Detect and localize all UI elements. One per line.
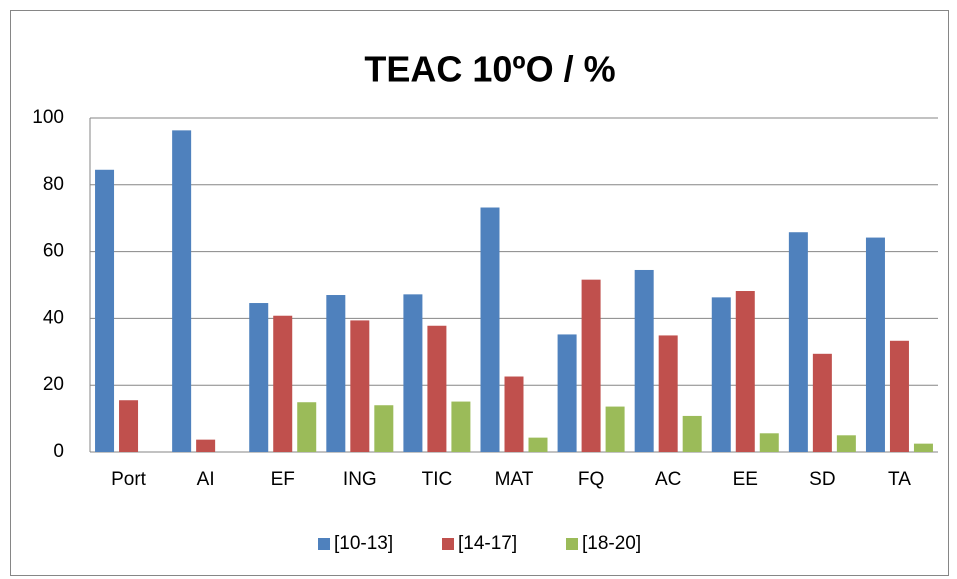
bar [297,402,317,452]
x-tick-label: EF [271,469,295,490]
bar [581,279,601,452]
y-tick-label: 60 [43,241,64,262]
x-tick-label: AI [197,469,215,490]
bar [119,400,139,452]
y-tick-label: 40 [43,307,64,328]
bar [788,232,808,452]
y-tick-label: 80 [43,174,64,195]
chart-title: TEAC 10ºO / % [364,49,615,90]
bar [812,353,832,452]
bar [172,130,192,452]
x-tick-label: MAT [495,469,534,490]
bar [528,437,548,452]
bar [682,415,702,452]
bar [658,335,678,452]
bar [634,269,654,452]
x-tick-label: FQ [578,469,604,490]
legend-swatch [318,538,330,550]
bar [865,237,885,452]
legend-swatch [442,538,454,550]
x-tick-label: TA [888,469,911,490]
x-tick-label: Port [111,469,147,490]
bar [605,406,625,452]
bar [759,433,779,452]
bar [735,291,755,452]
bar [249,303,269,452]
bar [95,169,115,452]
bar [374,405,394,452]
legend-label: [18-20] [582,533,641,554]
bar [273,315,293,452]
x-tick-label: EE [733,469,758,490]
bar [889,340,909,452]
legend-label: [10-13] [334,533,393,554]
x-tick-label: SD [809,469,835,490]
legend-swatch [566,538,578,550]
y-tick-label: 20 [43,374,64,395]
bar [836,435,856,452]
x-tick-label: ING [343,469,377,490]
bar [913,443,933,452]
y-tick-label: 0 [53,441,64,462]
bar [403,294,423,452]
bar [504,376,524,452]
bar [196,439,216,452]
bar [326,295,346,452]
legend-label: [14-17] [458,533,517,554]
x-tick-label: AC [655,469,681,490]
y-tick-label: 100 [32,107,64,128]
bar [711,297,731,452]
bar [350,320,370,452]
bar [427,325,447,452]
bar [451,401,471,452]
x-tick-label: TIC [422,469,453,490]
bar [480,207,500,452]
bar [557,334,577,452]
